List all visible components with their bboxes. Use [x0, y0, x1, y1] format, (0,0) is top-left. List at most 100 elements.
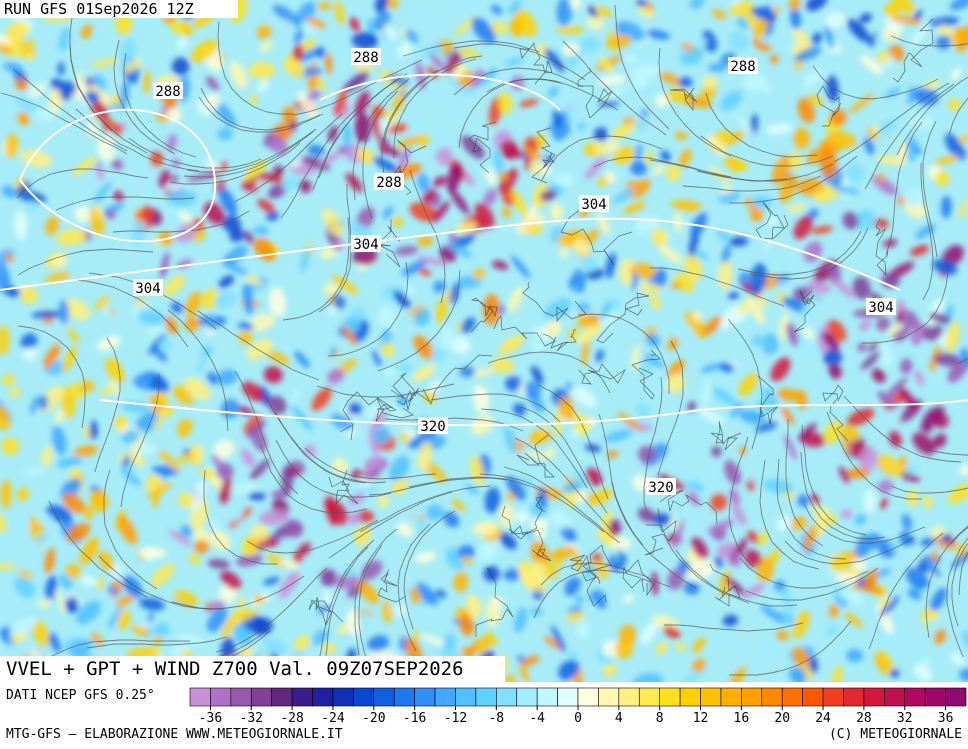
field-cell: [721, 244, 731, 264]
field-cell: [1, 437, 19, 456]
field-cell: [493, 596, 504, 609]
field-cell: [791, 43, 802, 56]
field-cell: [841, 509, 852, 519]
map-title: VVEL + GPT + WIND Z700 Val. 09Z07SEP2026: [6, 658, 464, 680]
field-cell: [873, 630, 897, 646]
field-cell: [37, 599, 52, 608]
field-cell: [372, 156, 399, 174]
field-cell: [566, 102, 577, 129]
field-cell: [545, 446, 555, 460]
field-cell: [189, 553, 200, 566]
field-cell: [451, 336, 471, 355]
field-cell: [564, 576, 581, 596]
field-cell: [447, 242, 472, 258]
field-cell: [374, 0, 389, 14]
field-cell: [730, 0, 741, 6]
colorbar-swatch: [557, 687, 579, 707]
field-cell: [886, 324, 903, 336]
field-cell: [117, 609, 131, 630]
streamline: [562, 40, 667, 136]
contour-label: 320: [648, 480, 673, 496]
field-cell: [0, 563, 16, 570]
field-cell: [91, 98, 108, 121]
field-cell: [168, 529, 193, 547]
field-cell: [755, 420, 782, 432]
field-cell: [934, 171, 950, 186]
field-cell: [612, 146, 636, 165]
field-cell: [284, 57, 305, 79]
streamline: [368, 477, 508, 496]
field-cell: [957, 196, 968, 219]
field-cell: [767, 216, 778, 227]
colorbar-tick-label: -8: [488, 711, 504, 726]
field-cell: [846, 408, 875, 427]
field-cell: [221, 215, 242, 232]
field-cell: [909, 244, 930, 257]
field-cell: [770, 357, 791, 382]
field-cell: [367, 635, 389, 652]
field-cell: [590, 488, 613, 506]
field-cell: [294, 350, 310, 368]
field-cell: [267, 184, 287, 199]
field-cell: [17, 111, 30, 126]
field-cell: [178, 210, 193, 224]
streamline: [408, 476, 547, 494]
field-cell: [414, 551, 437, 563]
field-cell: [608, 518, 621, 536]
field-cell: [702, 76, 719, 89]
field-cell: [877, 454, 903, 477]
field-cell: [876, 173, 885, 182]
field-cell: [889, 668, 900, 678]
field-cell: [645, 332, 661, 347]
field-cell: [934, 629, 946, 645]
field-cell: [268, 135, 288, 155]
field-cell: [0, 479, 12, 509]
field-cell: [637, 6, 655, 18]
field-cell: [879, 498, 888, 510]
field-cell: [26, 200, 40, 211]
streamline: [664, 622, 804, 632]
streamline: [0, 92, 128, 155]
field-cell: [949, 0, 968, 11]
field-cell: [157, 450, 182, 472]
field-cell: [747, 530, 759, 544]
field-cell: [658, 244, 683, 265]
streamline: [920, 163, 934, 301]
streamline: [486, 78, 619, 111]
field-cell: [332, 293, 346, 310]
colorbar-swatch: [863, 687, 885, 707]
field-cell: [73, 445, 98, 457]
streamline: [480, 408, 588, 489]
field-cell: [797, 334, 820, 355]
field-cell: [404, 29, 419, 44]
field-cell: [44, 271, 70, 283]
field-cell: [706, 519, 735, 534]
streamline: [503, 466, 621, 544]
field-cell: [242, 283, 254, 315]
field-cell: [651, 513, 672, 526]
streamline: [922, 120, 938, 258]
field-cell: [52, 254, 67, 267]
field-cell: [218, 187, 238, 217]
field-cell: [89, 419, 99, 440]
field-cell: [119, 80, 130, 112]
colorbar-swatch: [679, 687, 701, 707]
colorbar-tick-label: -36: [199, 711, 222, 726]
colorbar-swatch: [700, 687, 722, 707]
field-cell: [354, 112, 371, 144]
coastline: [793, 290, 816, 333]
field-cell: [425, 504, 444, 521]
field-cell: [509, 20, 522, 38]
coastline: [470, 297, 498, 333]
streamline: [514, 437, 616, 535]
streamline: [958, 551, 968, 596]
field-cell: [527, 429, 552, 445]
field-cell: [435, 589, 447, 599]
credit-left: MTG-GFS — ELABORAZIONE WWW.METEOGIORNALE…: [6, 727, 343, 742]
field-cell: [503, 424, 517, 453]
coastline: [569, 554, 607, 607]
field-cell: [566, 611, 584, 622]
field-cell: [43, 344, 60, 370]
field-cell: [34, 108, 58, 120]
run-label: RUN GFS 01Sep2026 12Z: [4, 0, 194, 18]
